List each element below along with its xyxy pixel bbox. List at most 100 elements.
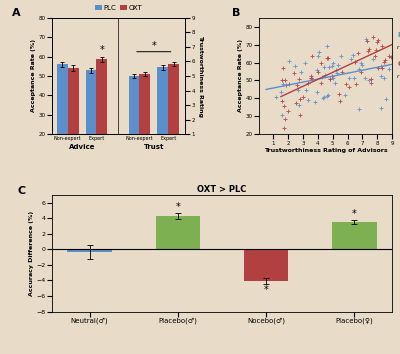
Point — [379, 44, 385, 49]
Point — [339, 69, 345, 75]
Point — [365, 48, 371, 54]
Point — [388, 54, 394, 59]
Point — [382, 57, 389, 62]
Point — [309, 53, 315, 59]
Point — [308, 76, 315, 82]
Bar — [68, 249, 112, 252]
Point — [321, 94, 327, 100]
Y-axis label: Trustworthiness Rating: Trustworthiness Rating — [198, 35, 204, 117]
Point — [375, 65, 382, 71]
Point — [296, 96, 303, 102]
Bar — [140, 74, 150, 173]
Point — [346, 84, 352, 90]
Point — [386, 66, 392, 72]
Point — [273, 95, 280, 100]
Point — [352, 81, 359, 87]
Bar — [157, 67, 168, 173]
Point — [281, 125, 288, 131]
Point — [364, 38, 370, 44]
Point — [343, 81, 350, 86]
Point — [319, 75, 326, 80]
Title: OXT > PLC: OXT > PLC — [197, 185, 247, 194]
Text: *: * — [264, 285, 268, 295]
Text: *: * — [176, 202, 180, 212]
Point — [336, 91, 342, 97]
Point — [294, 82, 301, 87]
Point — [318, 61, 324, 66]
Point — [285, 108, 291, 114]
Point — [370, 57, 376, 62]
Point — [296, 76, 302, 82]
Point — [332, 67, 339, 73]
Point — [282, 77, 288, 83]
Point — [279, 112, 285, 118]
Bar — [156, 216, 200, 249]
Point — [280, 65, 287, 71]
Point — [314, 89, 320, 95]
Point — [346, 75, 352, 81]
Point — [300, 94, 306, 100]
Point — [366, 46, 373, 51]
Text: OXT: OXT — [397, 61, 400, 67]
Point — [348, 56, 354, 62]
Point — [381, 75, 387, 81]
Y-axis label: Accuracy Difference (%): Accuracy Difference (%) — [29, 211, 34, 296]
Point — [378, 73, 384, 79]
Point — [293, 101, 299, 106]
Point — [278, 89, 284, 95]
Legend: PLC, OXT: PLC, OXT — [92, 2, 146, 14]
Point — [320, 64, 327, 70]
Point — [303, 87, 309, 93]
Point — [381, 60, 387, 65]
Point — [308, 75, 314, 81]
Point — [314, 68, 320, 73]
Text: A: A — [12, 8, 21, 18]
Point — [318, 81, 324, 86]
Point — [325, 55, 332, 61]
Text: C: C — [18, 185, 26, 196]
X-axis label: Trustworthiness Rating of Advisors: Trustworthiness Rating of Advisors — [264, 148, 387, 153]
Bar — [128, 76, 140, 173]
Point — [325, 92, 331, 98]
Text: B: B — [232, 8, 240, 18]
Point — [386, 53, 392, 59]
Point — [358, 61, 364, 66]
Text: r = 0.230: r = 0.230 — [397, 45, 400, 50]
Text: r = 0.442: r = 0.442 — [397, 74, 400, 79]
Point — [366, 77, 372, 83]
Point — [379, 65, 385, 71]
Text: *: * — [352, 209, 357, 219]
Bar — [96, 59, 107, 173]
Point — [283, 82, 289, 88]
Point — [282, 116, 288, 122]
Point — [324, 55, 330, 61]
Point — [291, 70, 298, 76]
Point — [280, 103, 287, 109]
Point — [324, 93, 330, 99]
Point — [329, 73, 335, 79]
Point — [314, 69, 321, 74]
Point — [350, 52, 356, 57]
Point — [330, 75, 336, 80]
Bar — [86, 70, 96, 173]
Y-axis label: Acceptance Rate (%): Acceptance Rate (%) — [31, 40, 36, 113]
Point — [355, 50, 362, 56]
Point — [363, 36, 369, 41]
Text: Non-expert: Non-expert — [54, 136, 82, 141]
Point — [324, 44, 330, 49]
Point — [286, 58, 292, 64]
Point — [296, 102, 302, 108]
Bar — [332, 222, 376, 249]
Point — [374, 39, 380, 45]
Point — [378, 105, 384, 111]
Point — [342, 92, 348, 97]
Point — [312, 99, 318, 105]
Point — [279, 77, 285, 82]
Text: Expert: Expert — [160, 136, 176, 141]
Point — [338, 53, 344, 59]
Bar — [57, 64, 68, 173]
Point — [296, 112, 303, 118]
Point — [351, 75, 357, 80]
Point — [320, 95, 326, 101]
Point — [304, 80, 311, 86]
